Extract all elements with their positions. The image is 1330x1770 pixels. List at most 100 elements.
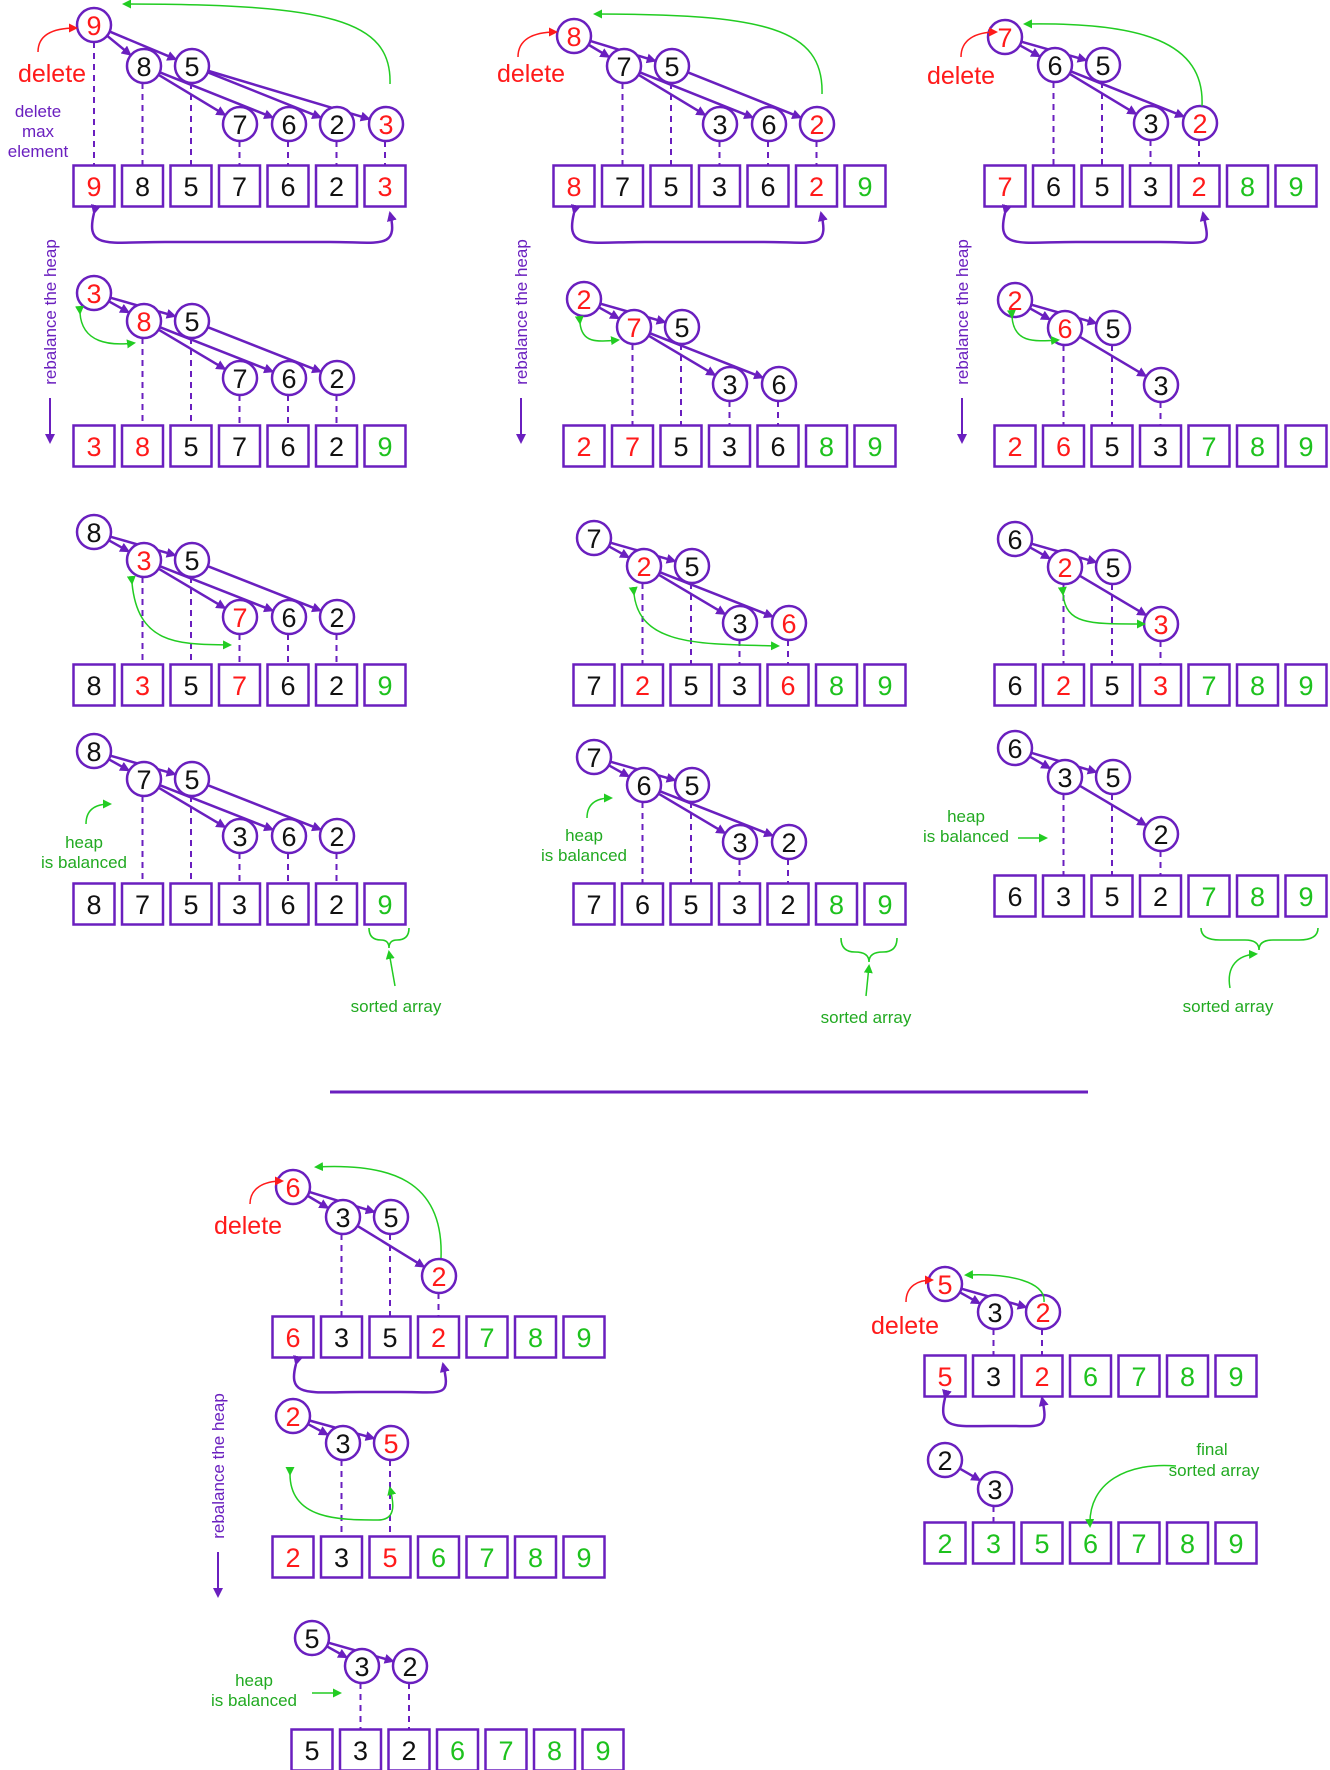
heap-node: 5 (653, 47, 691, 85)
heap-node: 7 (125, 760, 163, 798)
array-cell-value: 2 (1034, 1362, 1049, 1392)
array-cell-value: 9 (377, 432, 392, 462)
green-swap-arrow (1057, 586, 1146, 629)
tree-edge (959, 1291, 982, 1305)
tree-edge (207, 71, 323, 119)
move-to-root-arrow (593, 9, 823, 95)
array-cell: 8 (1235, 663, 1280, 707)
tree-edge (649, 332, 765, 380)
heap-node-value: 2 (1192, 109, 1207, 139)
swap-arrow (570, 204, 828, 244)
heap-node-value: 6 (1047, 51, 1062, 81)
green-swap-arrow (1006, 309, 1060, 346)
array-cell-value: 3 (334, 1543, 349, 1573)
array-cell: 8 (120, 164, 165, 208)
heap-node: 7 (575, 738, 613, 776)
sorted-array-label: sorted array (821, 1008, 912, 1027)
heap-node: 6 (270, 817, 308, 855)
heap-balanced-label-1: heap (565, 826, 603, 845)
heap-node: 2 (996, 281, 1034, 319)
array-cell: 9 (72, 164, 116, 208)
delete-pointer-arrow (37, 23, 78, 53)
heap-node: 7 (221, 359, 259, 397)
array-cell-value: 6 (760, 172, 775, 202)
heap-node: 5 (173, 47, 211, 85)
array-cell: 9 (581, 1728, 625, 1770)
array-cell-value: 7 (498, 1736, 513, 1766)
array-cell-value: 3 (1153, 671, 1168, 701)
array-cell: 6 (756, 424, 800, 468)
heap-node: 3 (1142, 366, 1180, 404)
heap-node: 3 (721, 823, 759, 861)
heap-node: 3 (125, 541, 163, 579)
sorted-array-label: sorted array (351, 997, 442, 1016)
array-cell: 2 (271, 1535, 315, 1579)
array-cell: 2 (794, 164, 839, 208)
tree-edge (356, 1224, 426, 1268)
array-cell-value: 2 (285, 1543, 300, 1573)
array-cell-value: 7 (479, 1323, 494, 1353)
array-cell: 9 (363, 424, 407, 468)
tree-edge (657, 792, 727, 834)
heap-node-value: 6 (781, 609, 796, 639)
heap-node-value: 9 (86, 11, 101, 41)
move-to-root-arrow (314, 1162, 442, 1259)
array-cell: 7 (572, 882, 616, 926)
array-cell: 9 (1284, 663, 1328, 707)
heap-node: 6 (760, 365, 798, 403)
array-cell-value: 3 (732, 890, 747, 920)
step-s4-delete: 6 3 5 2 6 3 5 2 7 8 9 (271, 1168, 606, 1359)
array-cell: 6 (1068, 1521, 1113, 1565)
array-cell: 5 (659, 424, 703, 468)
heap-node-value: 7 (232, 364, 247, 394)
heap-node: 6 (750, 105, 788, 143)
array-cell-value: 6 (780, 671, 795, 701)
array-cell-value: 8 (86, 890, 101, 920)
array-cell: 6 (620, 882, 665, 926)
heap-node-value: 3 (86, 279, 101, 309)
heap-node-value: 2 (402, 1652, 417, 1682)
array-cell: 8 (552, 164, 596, 208)
array-cell: 3 (971, 1354, 1016, 1398)
heap-node-value: 3 (1153, 371, 1168, 401)
array-cell-value: 8 (566, 172, 581, 202)
heap-node-value: 5 (1105, 314, 1120, 344)
steps-layer: 98 57 6 2 39 8 5 7 6 2 338 57 6 23 8 5 7 6 2 983 57 6 28 3 5 7 6 2 9… (72, 6, 1328, 1770)
delete-max-label-3: element (8, 142, 69, 161)
final-label-1: final (1196, 1440, 1227, 1459)
heap-balanced-label-1: heap (235, 1671, 273, 1690)
array-cell-value: 9 (1228, 1529, 1243, 1559)
tree-edge (1078, 784, 1148, 826)
array-cell-value: 7 (1131, 1362, 1146, 1392)
heap-node: 5 (673, 547, 711, 585)
heap-node: 2 (1142, 815, 1180, 853)
array-cell: 3 (338, 1728, 383, 1770)
green-swap-arrow (126, 575, 232, 650)
array-cell: 8 (814, 882, 859, 926)
heap-node-value: 6 (1007, 525, 1022, 555)
tree-edge (159, 71, 275, 119)
array-cell: 7 (217, 164, 262, 208)
heap-node-value: 2 (781, 828, 796, 858)
heap-node-value: 2 (329, 603, 344, 633)
array-cell-value: 2 (1191, 172, 1206, 202)
array-cell: 9 (1284, 874, 1328, 918)
array-cell-value: 9 (377, 890, 392, 920)
delete-label: delete (214, 1212, 282, 1240)
heap-node-value: 7 (997, 23, 1012, 53)
array-cell: 5 (1020, 1521, 1064, 1565)
heap-node: 8 (125, 47, 163, 85)
heap-node: 3 (1132, 104, 1170, 142)
array-cell: 9 (863, 882, 907, 926)
tree-edge (108, 539, 131, 553)
heap-node: 2 (926, 1441, 964, 1479)
tree-edge (1029, 546, 1052, 560)
array-cell-value: 7 (615, 172, 630, 202)
heap-node: 5 (173, 541, 211, 579)
array-cell: 5 (169, 663, 213, 707)
heap-node: 7 (605, 47, 643, 85)
array-cell-value: 9 (1228, 1362, 1243, 1392)
tree-edge (1078, 335, 1148, 377)
array-cell-value: 8 (86, 671, 101, 701)
step-s3-swap1: 2 6 5 3 2 6 5 3 7 8 9 (993, 281, 1328, 468)
